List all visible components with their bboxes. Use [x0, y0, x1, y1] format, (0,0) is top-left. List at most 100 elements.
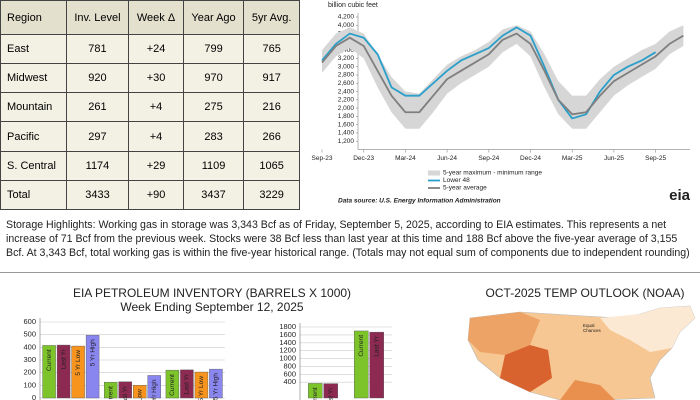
y-tick-label: 3,400 [338, 47, 355, 54]
table-cell: 970 [182, 63, 245, 94]
bar-label: 5 Yr High [151, 379, 158, 400]
bar-label: 5 Yr Low [136, 389, 143, 400]
x-tick-label: Sep-23 [312, 155, 333, 162]
table-row: Midwest 920 +30 970 917 [0, 63, 300, 94]
bar-label: Current [358, 335, 365, 357]
table-cell: +24 [128, 33, 184, 65]
bar [369, 331, 384, 399]
map-note: Chances [583, 328, 602, 333]
legend-label: Lower 48 [443, 177, 470, 184]
temperature-map: Equal Chances [467, 305, 696, 400]
table-cell: 3229 [243, 179, 300, 211]
table-cell: 920 [65, 63, 130, 94]
table-row: East 781 +24 799 765 [0, 33, 300, 65]
table-cell: 765 [243, 33, 300, 65]
bar [354, 330, 369, 399]
bar-label: 5 Yr High [213, 373, 220, 400]
column-header: 5yr Avg. [243, 0, 300, 35]
table-row: Pacific 297 +4 283 266 [0, 121, 300, 152]
table-cell: +4 [128, 121, 184, 152]
column-header: Inv. Level [65, 0, 130, 35]
column-header: Region [0, 0, 67, 35]
x-tick-label: Mar-24 [395, 155, 416, 162]
table-cell: 917 [243, 63, 300, 94]
table-cell: Mountain [0, 92, 67, 123]
y-tick-label: 2,800 [338, 72, 355, 79]
y-tick-label: 3,200 [338, 55, 355, 62]
bar-label: Last Yr [184, 373, 191, 394]
table-body: East 781 +24 799 765 Midwest 920 +30 970 917 Mount… [0, 33, 300, 211]
eia-logo: eia [669, 187, 691, 204]
bar [56, 344, 71, 399]
table-cell: 266 [243, 121, 300, 152]
bar-label: Current [169, 374, 176, 396]
y-tick-label: 500 [23, 330, 36, 339]
y-tick-label: 1400 [279, 338, 296, 347]
y-tick-label: 400 [283, 377, 296, 386]
table-cell: 781 [65, 33, 130, 65]
bar [180, 369, 194, 399]
legend-label: 5-year maximum - minimum range [443, 170, 542, 177]
bar [118, 381, 132, 399]
series-line [321, 26, 657, 120]
table-cell: S. Central [0, 150, 67, 181]
legend-swatch [428, 170, 440, 176]
bar [323, 383, 338, 399]
bar [147, 375, 161, 399]
series-line [321, 32, 684, 116]
bar [133, 385, 147, 399]
legend-label: 5-year average [443, 185, 487, 192]
x-tick-label: Mar-25 [562, 155, 583, 162]
table-header: Region Inv. Level Week Δ Year Ago 5yr Avg. [0, 0, 300, 35]
y-tick-label: 800 [283, 361, 296, 370]
bar-label: Last Yr [373, 335, 380, 356]
y-tick-label: 600 [23, 317, 36, 326]
table-cell: 261 [65, 92, 130, 123]
y-tick-label: 100 [23, 380, 36, 389]
bar-label: Current [107, 386, 114, 400]
table-cell: +29 [128, 150, 184, 181]
x-tick-label: Jun-24 [437, 155, 457, 162]
table-cell: +30 [128, 63, 184, 94]
bar-label: 5 Yr Low [198, 376, 205, 400]
table-cell: 799 [182, 33, 245, 65]
y-tick-label: 300 [23, 355, 36, 364]
table-row: Total 3433 +90 3437 3229 [0, 179, 300, 211]
y-tick-label: 0 [32, 393, 36, 400]
table-row: Mountain 261 +4 275 216 [0, 92, 300, 123]
chart-subtitle: Week Ending September 12, 2025 [120, 300, 304, 314]
table-cell: 1065 [243, 150, 300, 181]
y-tick-label: 2,200 [338, 97, 355, 104]
x-tick-label: Jun-25 [604, 155, 624, 162]
x-tick-label: Dec-23 [353, 155, 374, 162]
y-tick-label: 1000 [279, 354, 296, 363]
table-cell: +4 [128, 92, 184, 123]
x-tick-label: Sep-25 [645, 155, 666, 162]
y-tick-label: 4,000 [338, 22, 355, 29]
bar [165, 369, 180, 399]
table-cell: 283 [182, 121, 245, 152]
column-header: Week Δ [128, 0, 184, 35]
y-tick-label: 1,200 [338, 138, 355, 145]
table-cell: 297 [65, 121, 130, 152]
bar [85, 335, 100, 399]
table-row: S. Central 1174 +29 1109 1065 [0, 150, 300, 181]
map-title: OCT-2025 TEMP OUTLOOK (NOAA) [486, 286, 685, 300]
table-cell: East [0, 33, 67, 65]
bar [42, 345, 56, 399]
bar [209, 368, 223, 399]
bar [308, 383, 323, 399]
bar-label: Last Yr [60, 348, 67, 369]
bar-label: 5 Yr High [89, 339, 96, 366]
y-axis-label: billion cubic feet [328, 2, 378, 9]
x-tick-label: Dec-24 [520, 155, 541, 162]
separator [0, 272, 700, 273]
bar [71, 345, 85, 399]
y-tick-label: 1,600 [338, 121, 355, 128]
table-cell: Pacific [0, 121, 67, 152]
table-cell: 1174 [65, 150, 130, 181]
table-cell: Midwest [0, 63, 67, 94]
chart-title: EIA PETROLEUM INVENTORY (BARRELS X 1000) [73, 286, 351, 300]
